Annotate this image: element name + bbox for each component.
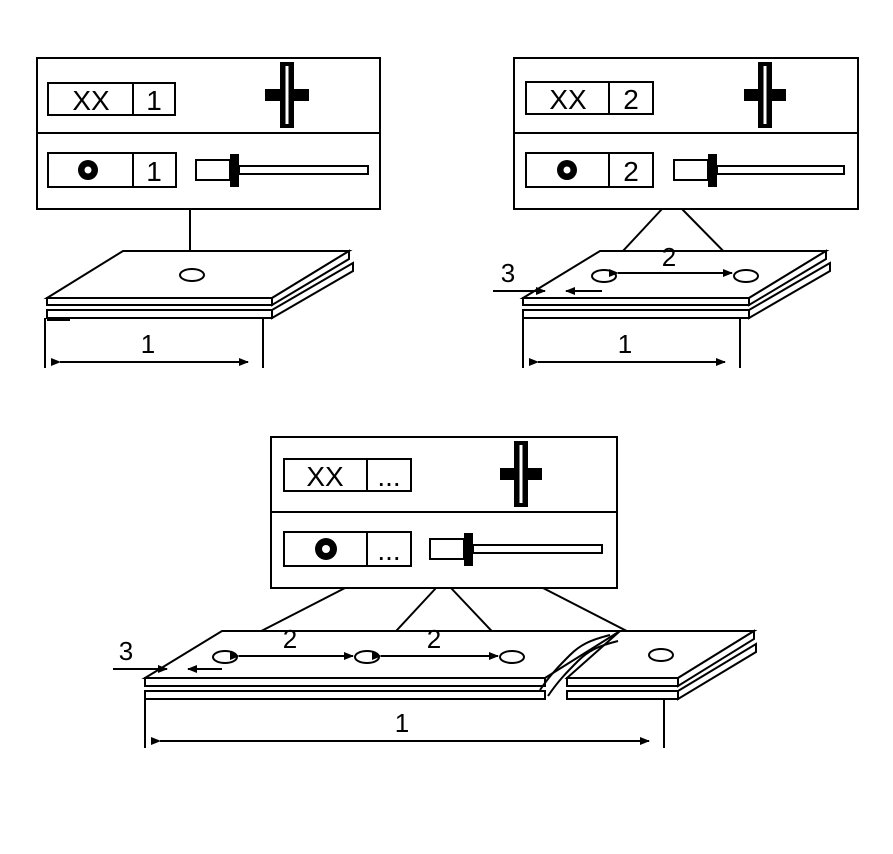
dimension-edge: 3	[113, 636, 222, 673]
dimension-pitch: 2	[372, 624, 499, 660]
dim-pitch-label: 2	[662, 242, 676, 272]
panel-double-rivet: XX 2 2	[493, 57, 859, 368]
callout-box: XX 2 2	[513, 57, 859, 210]
dimension-length: 1	[144, 699, 665, 748]
rivet-cross-section-icon	[265, 62, 309, 128]
rivet-hole	[648, 648, 674, 662]
dim-pitch-a-label: 2	[283, 624, 297, 654]
count-label: ...	[377, 461, 400, 492]
code-field	[47, 82, 176, 116]
rivet-hole	[212, 650, 238, 664]
rivet-hole	[354, 650, 380, 664]
dim-pitch-b-label: 2	[427, 624, 441, 654]
code-label: XX	[549, 84, 587, 115]
symbol-count-label: 1	[146, 156, 162, 187]
dimension-edge: 3	[493, 258, 602, 295]
code-field	[525, 81, 654, 115]
code-label: XX	[72, 85, 110, 116]
code-field	[283, 458, 412, 492]
rivet-hole	[591, 269, 617, 283]
rivet-hole	[499, 650, 525, 664]
rivet-head-symbol-icon	[315, 538, 337, 560]
dimension-pitch: 2	[230, 624, 354, 660]
rivet-hole	[179, 268, 205, 282]
dim-length-label: 1	[395, 708, 409, 738]
rivet-hole	[733, 269, 759, 283]
plate-stack	[519, 249, 831, 320]
blind-rivet-side-icon	[195, 154, 369, 187]
count-label: 2	[623, 84, 639, 115]
dimension-pitch: 2	[609, 242, 733, 277]
blind-rivet-side-icon	[429, 533, 603, 566]
dim-edge-label: 3	[119, 636, 133, 666]
plate-stack	[141, 630, 624, 700]
dim-length-label: 1	[141, 329, 155, 359]
panel-multi-rivet: XX ... ...	[113, 436, 758, 748]
rivet-head-symbol-icon	[557, 160, 577, 180]
dimension-length: 1	[522, 318, 741, 368]
break-line	[539, 634, 611, 691]
dim-edge-label: 3	[501, 258, 515, 288]
callout-box: XX 1 1	[36, 57, 381, 210]
blind-rivet-side-icon	[673, 154, 845, 187]
symbol-field	[283, 531, 412, 567]
rivet-head-symbol-icon	[78, 160, 98, 180]
callout-box: XX ... ...	[270, 436, 618, 589]
panel-single-rivet: XX 1 1	[36, 57, 381, 368]
rivet-cross-section-icon	[744, 62, 786, 128]
symbol-count-label: ...	[377, 535, 400, 566]
symbol-count-label: 2	[623, 156, 639, 187]
dim-length-label: 1	[618, 329, 632, 359]
code-label: XX	[306, 461, 344, 492]
symbol-field	[525, 152, 654, 188]
plate-stack	[43, 249, 354, 321]
dimension-length: 1	[44, 318, 264, 368]
rivet-cross-section-icon	[500, 441, 542, 507]
symbol-field	[47, 152, 177, 188]
count-label: 1	[146, 85, 162, 116]
